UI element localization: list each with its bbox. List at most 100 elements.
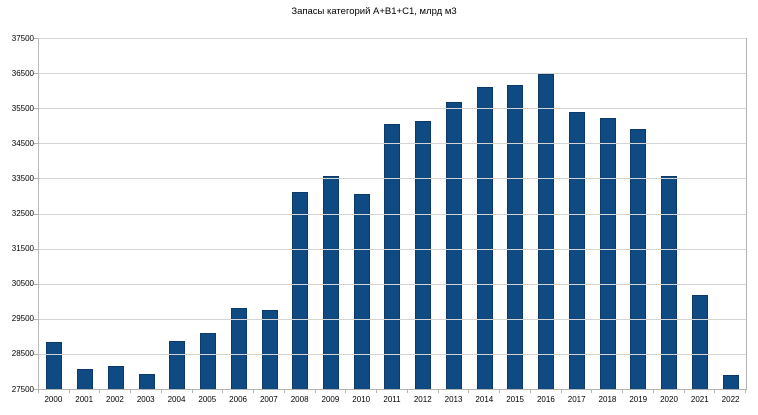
gridline [39, 38, 746, 39]
x-axis-tick [376, 390, 378, 393]
x-axis-tick [468, 390, 470, 393]
bar-2005 [200, 333, 217, 389]
bar-slot [408, 38, 439, 389]
bar-2004 [169, 340, 186, 389]
bar-2016 [538, 73, 555, 389]
x-axis-label: 2008 [290, 395, 309, 404]
y-axis-label: 36500 [11, 68, 34, 78]
bar-slot [254, 38, 285, 389]
y-axis-tick [34, 353, 38, 355]
x-axis-ticks [38, 390, 746, 394]
x-axis-tick [529, 390, 531, 393]
bar-slot [623, 38, 654, 389]
y-axis-label: 29500 [11, 314, 34, 324]
x-axis-label: 2015 [506, 395, 524, 404]
x-axis-tick [68, 390, 70, 393]
x-axis-tick [745, 390, 746, 393]
bar-slot [500, 38, 531, 389]
x-axis-labels: 2000 2001 2002 2003 2004 2005 2006 2007 2008 2009… [38, 395, 746, 404]
y-axis-label: 30500 [11, 279, 34, 289]
bar-2013 [445, 101, 462, 389]
x-axis-label: 2010 [352, 395, 371, 404]
bar-slot [439, 38, 470, 389]
y-axis-tick [34, 143, 38, 145]
bar-2006 [230, 307, 247, 389]
y-axis-tick [34, 248, 38, 250]
y-axis-label: 33500 [11, 173, 34, 183]
x-axis-label: 2011 [383, 395, 401, 404]
x-axis-tick [191, 390, 193, 393]
bar-slot [377, 38, 408, 389]
x-axis-label: 2005 [198, 395, 217, 404]
gridline [39, 108, 746, 110]
x-axis-label: 2007 [259, 395, 278, 404]
x-axis-tick [560, 390, 562, 393]
x-axis-tick [314, 390, 316, 393]
bar-2002 [107, 366, 124, 389]
gridline [39, 178, 746, 180]
gridline [39, 213, 746, 215]
x-axis-label: 2021 [690, 395, 709, 404]
x-axis-tick [99, 390, 101, 393]
bar-slot [193, 38, 224, 389]
y-axis-tick [34, 178, 38, 180]
x-axis-label: 2009 [321, 395, 340, 404]
gridline [39, 143, 746, 145]
x-axis-label: 2013 [444, 395, 463, 404]
y-axis-label: 27500 [11, 384, 34, 394]
bar-slot [346, 38, 377, 389]
y-axis-tick [34, 108, 38, 110]
x-axis-tick [283, 390, 285, 393]
chart-title: Запасы категорий А+В1+С1, млрд м3 [291, 6, 457, 17]
bar-slot [39, 38, 70, 389]
x-axis-tick [38, 390, 39, 393]
bar-slot [469, 38, 500, 389]
x-axis-tick [345, 390, 347, 393]
y-axis-label: 35500 [11, 103, 34, 113]
bar-2001 [77, 369, 94, 389]
bar-2021 [691, 294, 708, 389]
bar-2009 [322, 175, 339, 389]
x-axis-label: 2001 [75, 395, 94, 404]
y-axis-label: 32500 [11, 209, 34, 218]
bar-2010 [353, 194, 370, 389]
y-axis-label: 31500 [11, 244, 34, 254]
bar-slot [100, 38, 131, 389]
bar-2012 [415, 120, 432, 389]
bar-2011 [384, 124, 401, 389]
x-axis-tick [714, 390, 716, 393]
x-axis-label: 2016 [536, 395, 555, 404]
x-axis-label: 2018 [598, 395, 617, 404]
bar-2000 [46, 341, 63, 389]
x-axis-label: 2022 [721, 395, 740, 404]
bar-slot [531, 38, 562, 389]
y-axis-label: 34500 [11, 138, 34, 148]
x-axis-label: 2002 [106, 395, 124, 404]
plot-area [38, 38, 747, 390]
bar-slot [162, 38, 193, 389]
x-axis-label: 2014 [475, 395, 494, 404]
x-axis-tick [652, 390, 654, 393]
bar-2019 [630, 129, 647, 389]
y-axis-tick [34, 283, 38, 285]
x-axis-tick [160, 390, 162, 393]
y-axis-label: 37500 [11, 33, 34, 43]
bar-slot [223, 38, 254, 389]
bar-slot [131, 38, 162, 389]
bar-2015 [507, 84, 524, 389]
bar-2020 [661, 175, 678, 389]
x-axis-tick [683, 390, 685, 393]
x-axis-tick [591, 390, 593, 393]
bar-slot [654, 38, 685, 389]
x-axis-tick [437, 390, 439, 393]
gridline [39, 248, 746, 250]
bar-slot [715, 38, 746, 389]
bar-2022 [722, 374, 739, 389]
y-axis-tick [34, 38, 38, 39]
x-axis-tick [622, 390, 624, 393]
gridline [39, 283, 746, 285]
bar-slot [592, 38, 623, 389]
x-axis-label: 2003 [136, 395, 155, 404]
x-axis-label: 2004 [167, 395, 186, 404]
x-axis-tick [406, 390, 408, 393]
